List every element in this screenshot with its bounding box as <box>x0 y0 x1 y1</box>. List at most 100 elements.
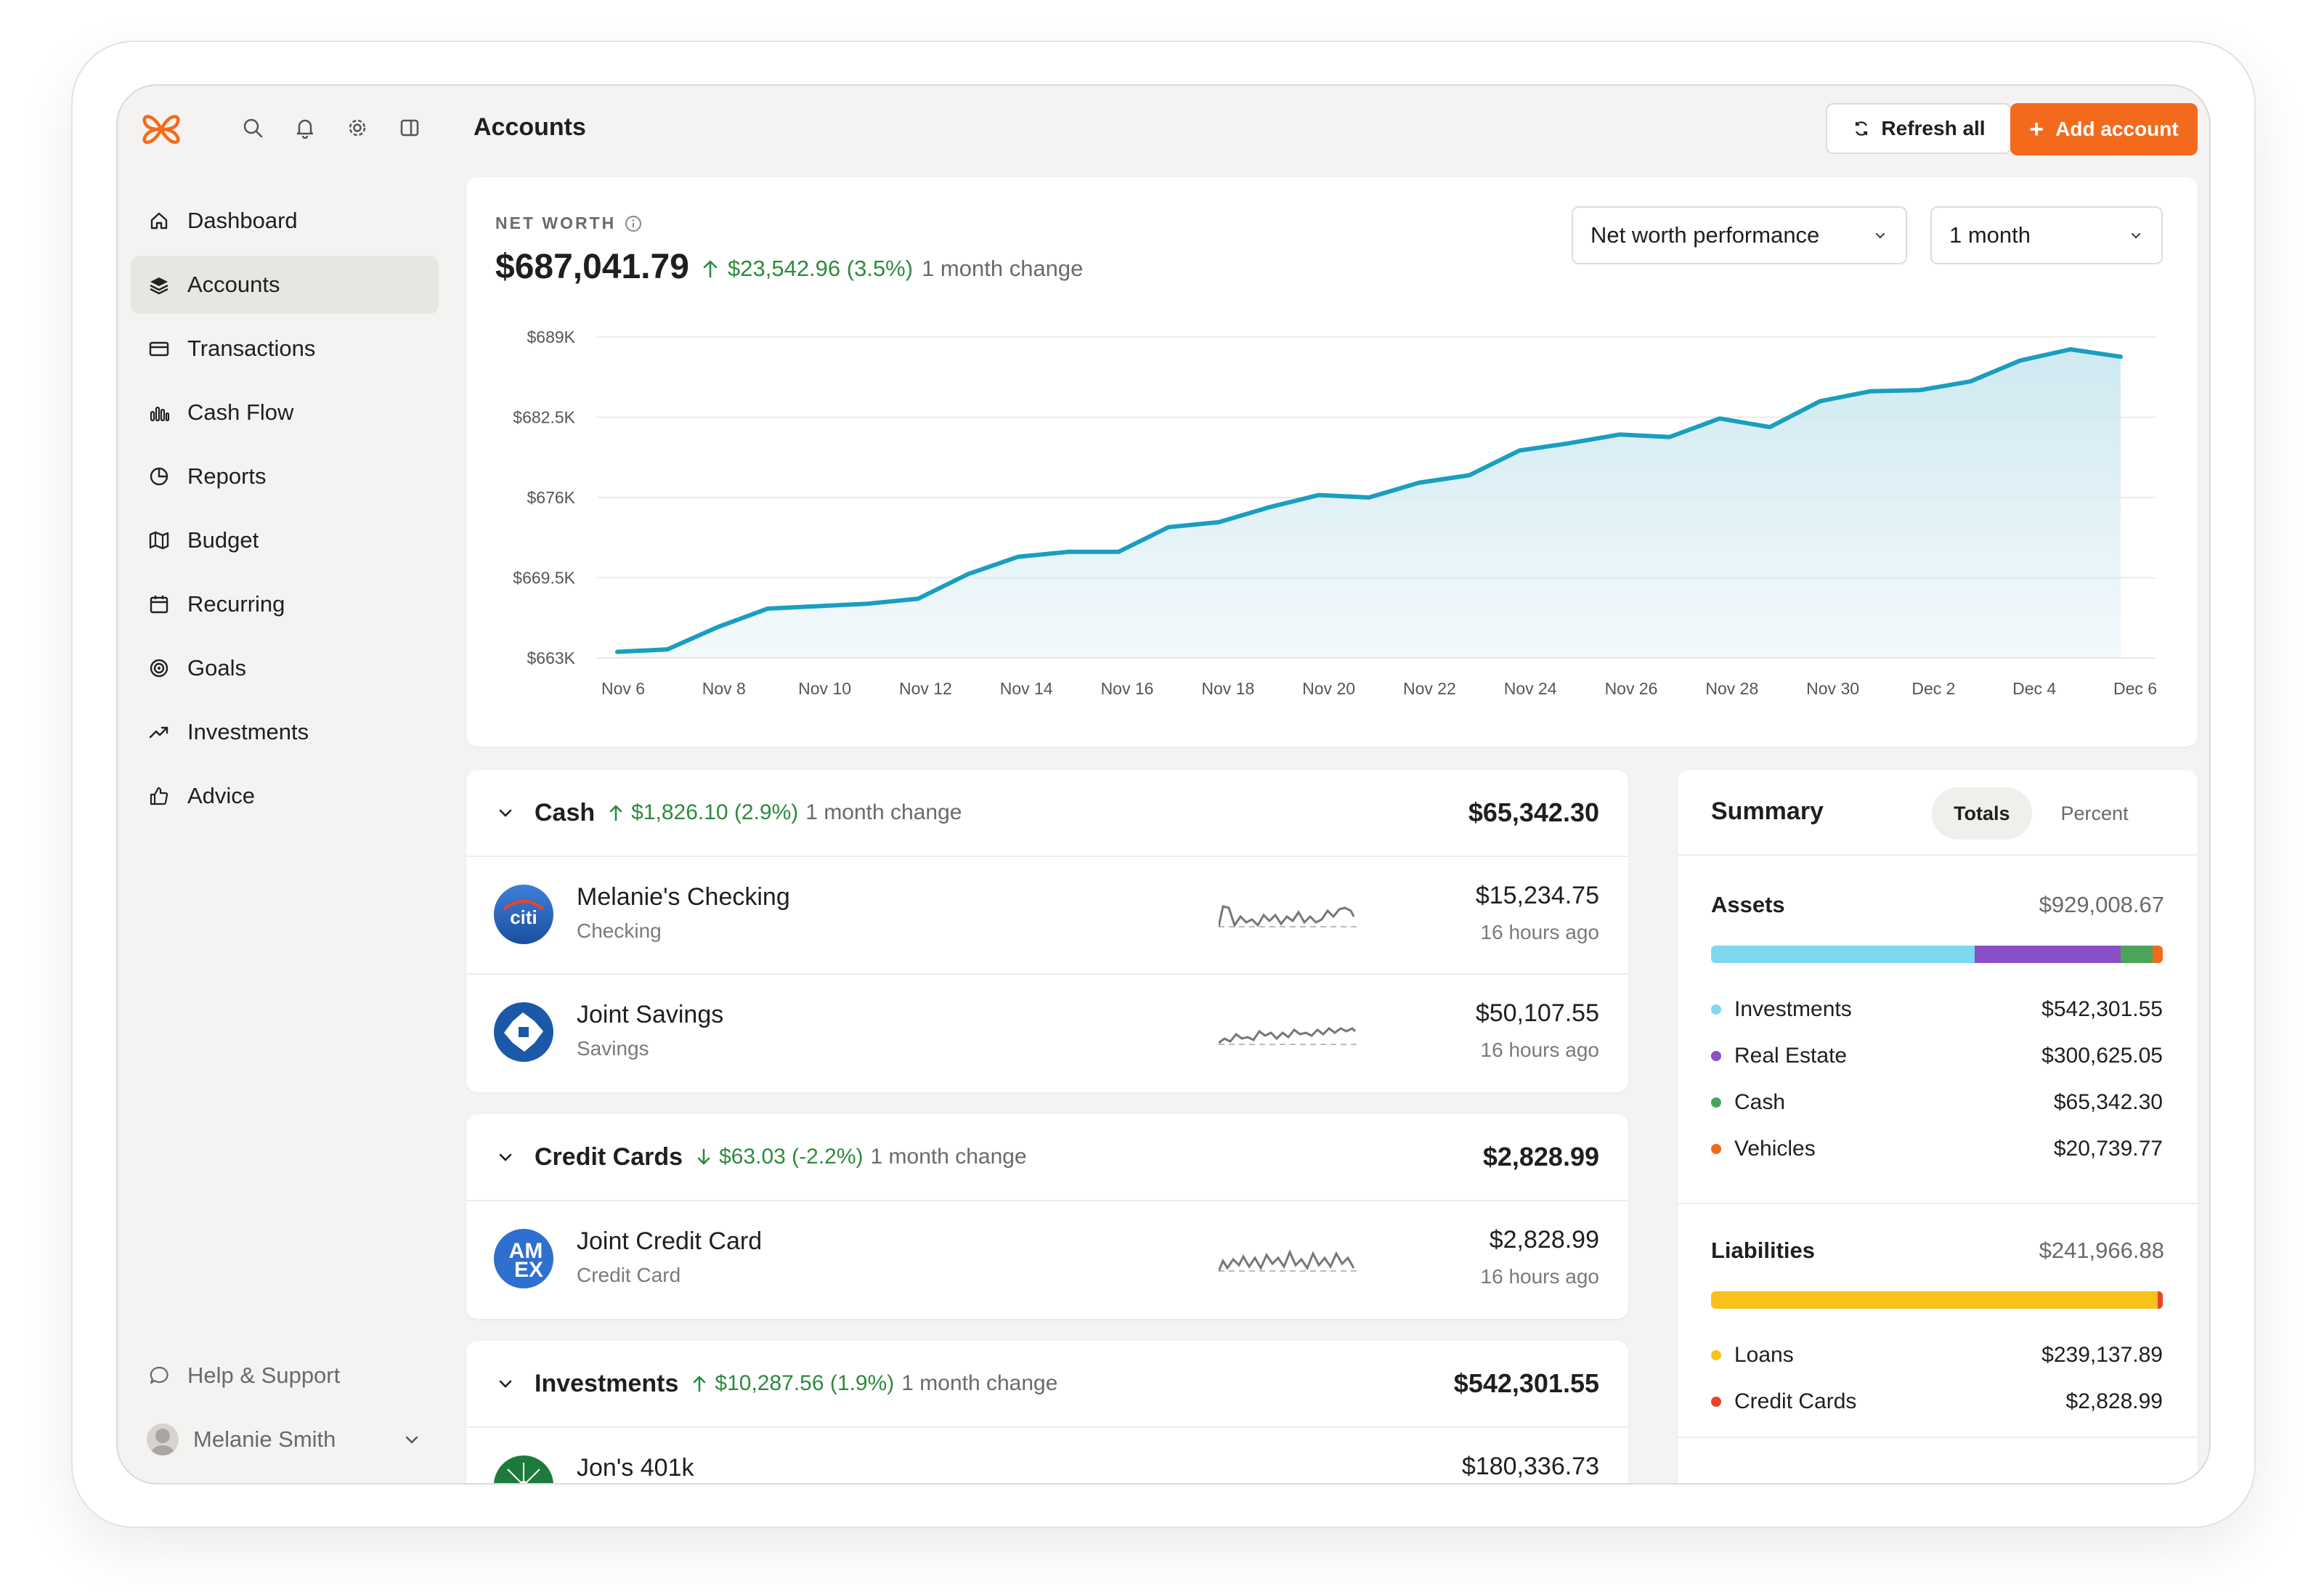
add-account-button[interactable]: + Add account <box>2010 103 2198 155</box>
avatar <box>147 1424 179 1455</box>
performance-select[interactable]: Net worth performance <box>1572 206 1907 264</box>
help-support-link[interactable]: Help & Support <box>131 1347 439 1405</box>
account-row[interactable]: citi Melanie's Checking Checking $15,234… <box>466 857 1628 975</box>
tab-totals[interactable]: Totals <box>1932 787 2032 840</box>
summary-card: Summary Totals Percent Assets $929,008.6… <box>1678 770 2198 1483</box>
account-updated: 16 hours ago <box>1480 1039 1599 1061</box>
legend-row[interactable]: Investments $542,301.55 <box>1711 995 2163 1024</box>
net-worth-change-suffix: 1 month change <box>922 256 1084 281</box>
account-name: Joint Savings <box>577 1001 724 1028</box>
sidebar-item-label: Investments <box>187 719 309 744</box>
bar-segment <box>1975 946 2121 963</box>
account-updated: 16 hours ago <box>1480 1265 1599 1288</box>
sidebar-item-label: Reports <box>187 463 267 489</box>
legend-row[interactable]: Cash $65,342.30 <box>1711 1088 2163 1117</box>
legend-dot <box>1711 1397 1721 1407</box>
sidebar-item-label: Advice <box>187 783 256 808</box>
x-tick-label: Nov 6 <box>601 679 645 698</box>
net-worth-card: NET WORTH $687,041.79 $23,542.96 (3.5%) … <box>466 177 2198 747</box>
chase-logo <box>494 1002 553 1062</box>
account-name: Jon's 401k <box>577 1454 694 1482</box>
legend-row[interactable]: Real Estate $300,625.05 <box>1711 1041 2163 1071</box>
legend-row[interactable]: Credit Cards $2,828.99 <box>1711 1387 2163 1416</box>
sidebar-item-label: Transactions <box>187 336 316 361</box>
group-header[interactable]: Cash $1,826.10 (2.9%) 1 month change $65… <box>466 770 1628 857</box>
chevron-down-icon[interactable] <box>495 1147 521 1167</box>
app-logo-icon[interactable] <box>139 107 183 151</box>
chevron-down-icon <box>402 1430 421 1449</box>
legend-row[interactable]: Vehicles $20,739.77 <box>1711 1134 2163 1163</box>
gear-icon[interactable] <box>344 115 370 141</box>
sidebar-item-cash-flow[interactable]: Cash Flow <box>131 383 439 442</box>
x-tick-label: Nov 8 <box>702 679 746 698</box>
sidebar-item-recurring[interactable]: Recurring <box>131 575 439 633</box>
net-worth-change: $23,542.96 (3.5%) <box>728 256 914 281</box>
legend-dot <box>1711 1097 1721 1108</box>
group-header[interactable]: Credit Cards $63.03 (-2.2%) 1 month chan… <box>466 1114 1628 1201</box>
sidebar-item-advice[interactable]: Advice <box>131 767 439 825</box>
group-card-credit-cards: Credit Cards $63.03 (-2.2%) 1 month chan… <box>466 1114 1628 1319</box>
x-tick-label: Nov 26 <box>1605 679 1658 698</box>
page-title: Accounts <box>474 113 586 141</box>
account-row[interactable]: Joint Savings Savings $50,107.55 16 hour… <box>466 975 1628 1091</box>
calendar-icon <box>147 592 171 617</box>
svg-text:AM: AM <box>509 1239 543 1263</box>
x-tick-label: Nov 30 <box>1806 679 1859 698</box>
user-menu[interactable]: Melanie Smith <box>131 1410 439 1469</box>
group-card-cash: Cash $1,826.10 (2.9%) 1 month change $65… <box>466 770 1628 1092</box>
sidebar-toggle-icon[interactable] <box>397 115 423 141</box>
sidebar-item-label: Goals <box>187 655 246 681</box>
sidebar-item-goals[interactable]: Goals <box>131 639 439 697</box>
bar-segment <box>1711 946 1975 963</box>
chevron-down-icon[interactable] <box>495 1373 521 1394</box>
sidebar-item-label: Recurring <box>187 591 285 617</box>
account-sparkline <box>1219 1249 1357 1272</box>
y-tick-label: $682.5K <box>513 408 575 427</box>
account-sparkline <box>1219 1027 1357 1045</box>
sidebar-item-label: Cash Flow <box>187 399 294 425</box>
legend-row[interactable]: Loans $239,137.89 <box>1711 1341 2163 1370</box>
liabilities-bar <box>1711 1291 2163 1309</box>
summary-title: Summary <box>1711 797 1824 825</box>
sidebar-item-transactions[interactable]: Transactions <box>131 320 439 378</box>
info-icon[interactable] <box>625 215 642 232</box>
chevron-down-icon[interactable] <box>495 803 521 823</box>
account-balance: $180,336.73 <box>1461 1453 1599 1480</box>
sidebar-item-accounts[interactable]: Accounts <box>131 256 439 314</box>
refresh-all-button[interactable]: Refresh all <box>1826 103 2012 154</box>
group-card-investments: Investments $10,287.56 (1.9%) 1 month ch… <box>466 1341 1628 1485</box>
tab-percent[interactable]: Percent <box>2060 802 2129 824</box>
account-row[interactable]: Jon's 401k $180,336.73 <box>466 1428 1628 1485</box>
legend-dot <box>1711 1051 1721 1061</box>
chevron-down-icon <box>2128 227 2144 243</box>
bell-icon[interactable] <box>292 115 318 141</box>
group-header[interactable]: Investments $10,287.56 (1.9%) 1 month ch… <box>466 1341 1628 1428</box>
refresh-label: Refresh all <box>1881 117 1986 139</box>
net-worth-value: $687,041.79 <box>495 248 689 286</box>
search-icon[interactable] <box>240 115 266 141</box>
x-tick-label: Dec 2 <box>1911 679 1955 698</box>
x-tick-label: Nov 22 <box>1403 679 1456 698</box>
assets-total: $929,008.67 <box>2039 892 2164 917</box>
account-row[interactable]: AM EX Joint Credit Card Credit Card $2,82… <box>466 1201 1628 1317</box>
group-name: Investments <box>535 1369 679 1397</box>
thumbs-up-icon <box>147 784 171 808</box>
account-sparkline <box>1219 1466 1364 1485</box>
account-name: Melanie's Checking <box>577 883 790 911</box>
chevron-down-icon <box>1872 227 1888 243</box>
account-balance: $15,234.75 <box>1475 882 1599 909</box>
legend-dot <box>1711 1144 1721 1154</box>
assets-bar <box>1711 946 2163 963</box>
sidebar-item-investments[interactable]: Investments <box>131 703 439 761</box>
group-change: $63.03 (-2.2%) <box>719 1145 864 1169</box>
x-tick-label: Nov 16 <box>1101 679 1154 698</box>
account-type: Credit Card <box>577 1264 681 1286</box>
sidebar-item-budget[interactable]: Budget <box>131 511 439 569</box>
divider <box>1678 854 2198 856</box>
x-tick-label: Nov 18 <box>1201 679 1254 698</box>
legend-value: $2,828.99 <box>2065 1389 2163 1413</box>
sidebar-item-reports[interactable]: Reports <box>131 447 439 505</box>
sidebar-item-dashboard[interactable]: Dashboard <box>131 192 439 250</box>
bar-segment <box>1711 1291 2158 1309</box>
period-select[interactable]: 1 month <box>1930 206 2163 264</box>
